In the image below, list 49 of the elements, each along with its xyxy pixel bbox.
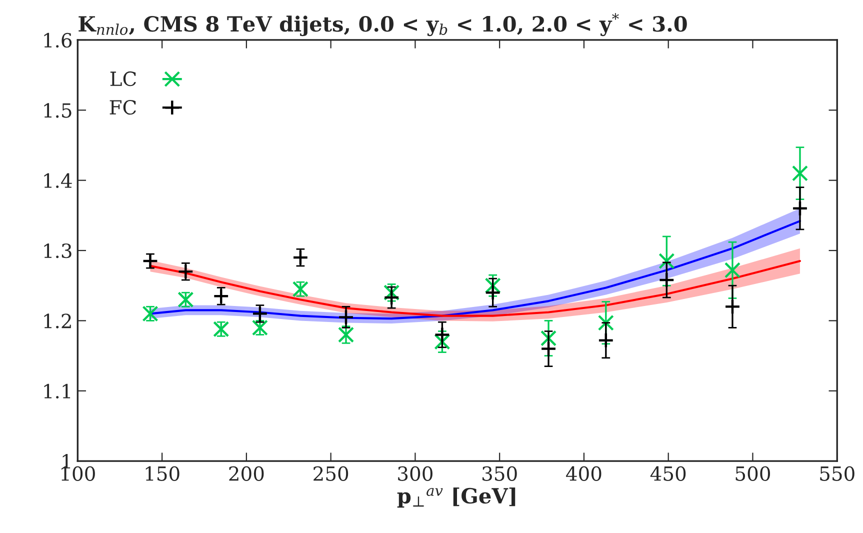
point [252,306,268,322]
point [434,326,450,343]
point [142,306,158,322]
point [384,284,400,301]
x-tick-label: 400 [566,466,602,481]
x-axis-title: p$_{⊥}$$^{av}$ [GeV] [397,488,516,508]
point [292,281,308,298]
point [338,326,354,343]
point [792,200,808,216]
y-tick-label: 1.2 [44,314,71,328]
point [658,272,675,288]
point [724,262,741,278]
point [724,298,741,315]
y-tick-label: 1.4 [44,173,72,188]
point [338,309,354,326]
point [598,314,614,331]
point [213,288,230,304]
legend-label: LC [110,71,136,86]
point [213,321,230,338]
point [792,165,808,182]
x-tick-label: 250 [314,466,348,481]
x-tick-label: 200 [229,466,264,481]
x-tick-label: 350 [482,466,517,481]
x-tick-label: 150 [146,466,180,481]
y-tick-label: 1.6 [44,32,72,48]
point [484,284,501,301]
point [658,252,675,270]
x-tick-label: 300 [398,466,432,481]
point [540,330,557,346]
x-tick-label: 500 [736,466,770,481]
point [384,289,400,306]
point [142,252,158,270]
line-series [149,260,802,317]
point [178,292,194,308]
point [292,249,308,266]
y-tick-label: 1.3 [44,243,72,258]
point [540,340,557,357]
y-tick-label: 1.5 [44,103,72,118]
chart-title: K$_{nnlo}$, CMS 8 TeV dijets, 0.0 < y$_{b}$ < 1.0, 2.0 < y$^{*}$ < 3.0 [78,13,687,36]
point [178,264,194,280]
point [252,320,268,336]
point [434,334,450,350]
y-tick-label: 1.1 [44,384,70,399]
x-tick-label: 450 [650,466,686,481]
legend-label: FC [110,100,136,115]
x-tick-label: 100 [61,466,95,481]
x-tick-label: 550 [820,466,854,481]
point [598,332,614,348]
point [484,278,501,294]
